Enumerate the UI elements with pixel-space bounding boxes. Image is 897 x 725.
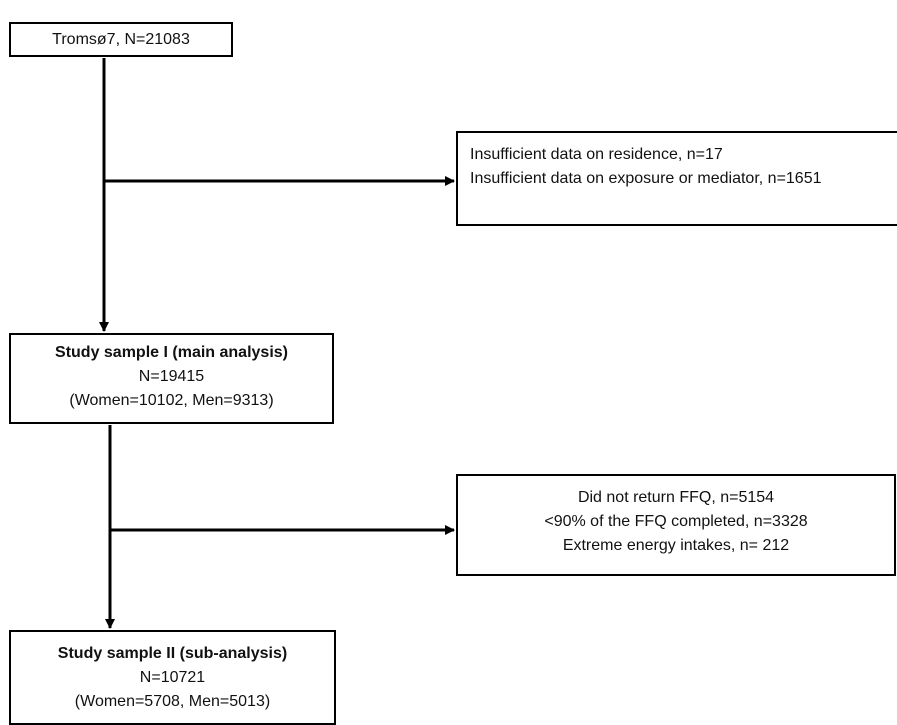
exclusion-box-2: Did not return FFQ, n=5154 <90% of the F…: [456, 474, 896, 576]
study-sample-2-n: N=10721: [139, 669, 206, 686]
start-box: Tromsø7, N=21083: [9, 22, 233, 57]
study-sample-1-box: Study sample I (main analysis) N=19415 (…: [9, 333, 334, 424]
start-label: Tromsø7, N=21083: [52, 31, 190, 48]
study-sample-1-title: Study sample I (main analysis): [55, 344, 288, 361]
study-sample-2-box: Study sample II (sub-analysis) N=10721 (…: [9, 630, 336, 725]
study-sample-1-n: N=19415: [138, 368, 205, 385]
study-sample-2-title: Study sample II (sub-analysis): [57, 645, 288, 662]
exclusion-2-line: <90% of the FFQ completed, n=3328: [544, 513, 808, 530]
exclusion-2-line: Did not return FFQ, n=5154: [577, 489, 775, 506]
study-sample-1-breakdown: (Women=10102, Men=9313): [69, 392, 274, 409]
exclusion-1-line: Insufficient data on exposure or mediato…: [470, 170, 822, 187]
exclusion-1-line: Insufficient data on residence, n=17: [470, 146, 723, 163]
exclusion-box-1: Insufficient data on residence, n=17 Ins…: [456, 131, 897, 226]
study-sample-2-breakdown: (Women=5708, Men=5013): [74, 693, 271, 710]
exclusion-2-line: Extreme energy intakes, n= 212: [562, 537, 790, 554]
